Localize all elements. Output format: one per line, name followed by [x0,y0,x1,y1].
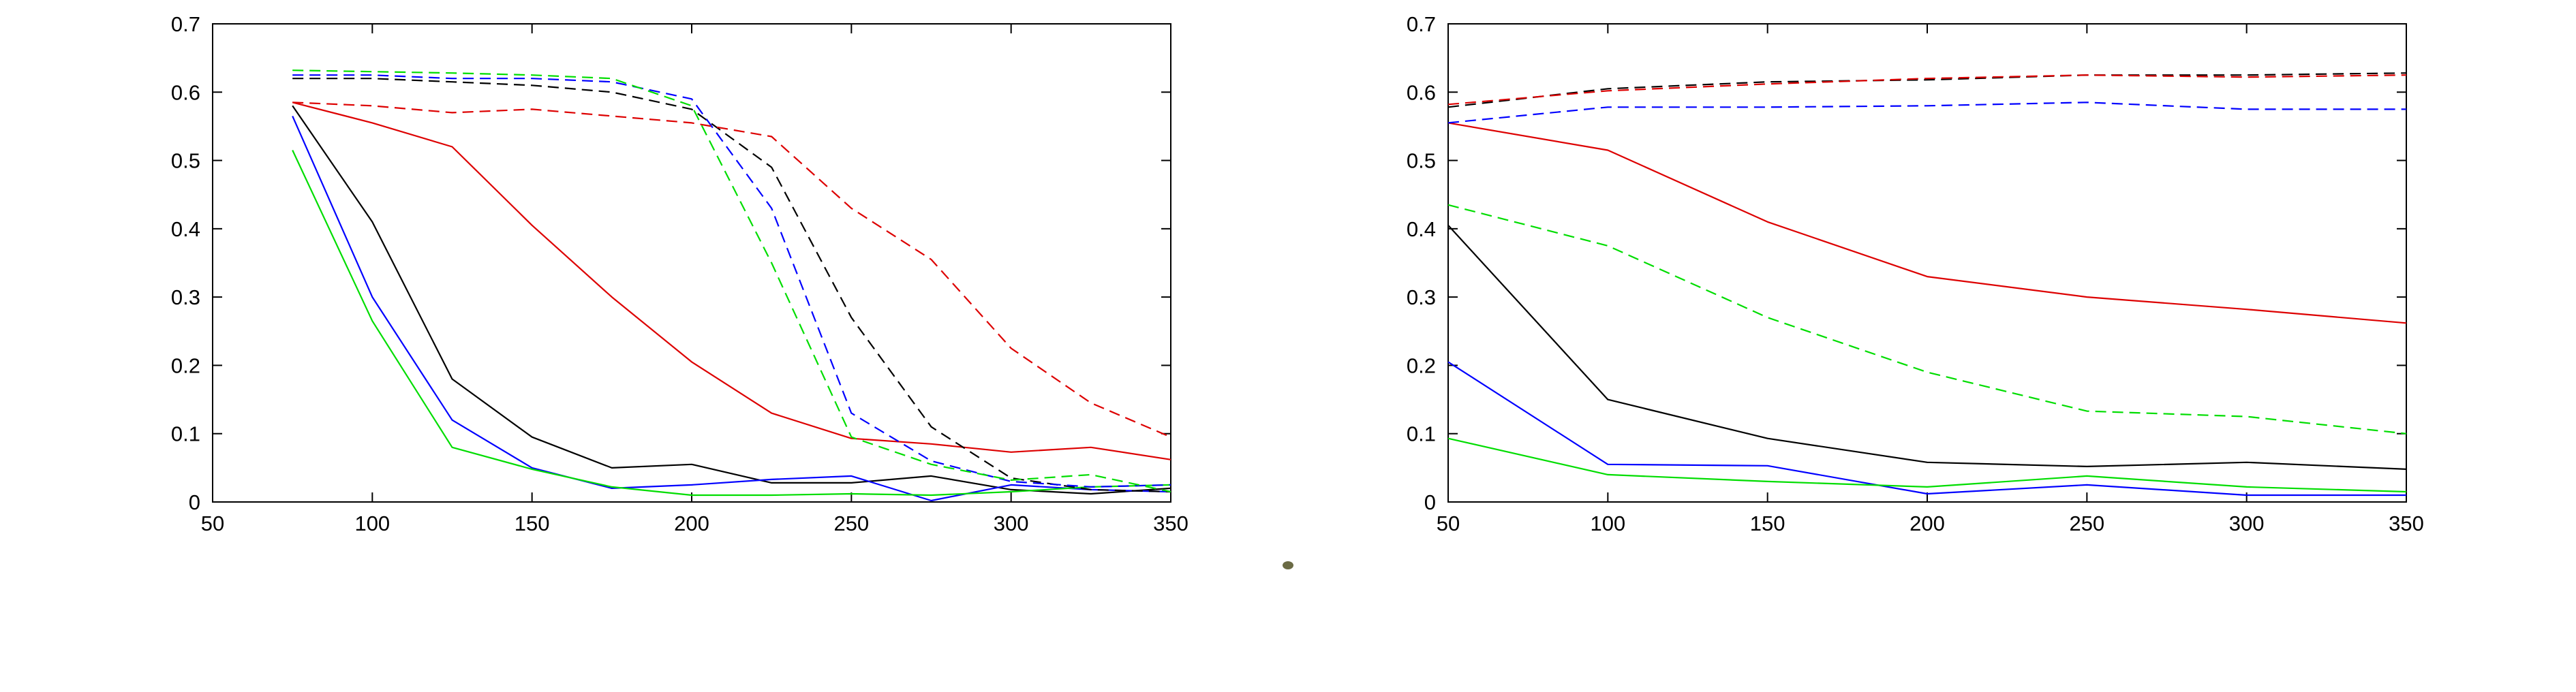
series-line-solid-2 [1447,437,2407,493]
x-tick-label: 50 [1437,512,1460,535]
y-tick-label: 0.5 [1407,149,1436,173]
series-line-dashed-4 [292,78,1171,493]
x-tick-label: 350 [1153,512,1189,535]
x-tick-label: 250 [833,512,869,535]
series-line-dashed-5 [1447,101,2406,124]
series-line-dashed-6 [292,69,1171,493]
y-tick-label: 0.4 [171,217,200,241]
stray-dot-marker [1283,561,1293,569]
series-line-dashed-7 [292,101,1171,438]
y-tick-label: 0.7 [171,12,200,36]
y-tick-label: 0.3 [1407,285,1436,309]
y-tick-label: 0 [1424,490,1436,514]
y-tick-label: 0.6 [171,80,200,104]
y-tick-label: 0 [189,490,200,514]
x-tick-label: 250 [2069,512,2104,535]
x-tick-label: 150 [515,512,550,535]
x-tick-label: 350 [2389,512,2424,535]
y-tick-label: 0.2 [171,353,200,377]
series-line-dashed-5 [292,74,1171,488]
left-plot: 50 100 150 200 250 300 350 0 0.1 0.2 0.3 0.4 0.5 0.6 0… [171,12,1189,535]
y-tick-label: 0.5 [171,149,200,173]
x-tick-label: 150 [1750,512,1785,535]
x-tick-label: 200 [674,512,709,535]
y-tick-label: 0.6 [1407,80,1436,104]
series-line-solid-0 [1447,225,2407,470]
y-tick-label: 0.2 [1407,353,1436,377]
y-tick-label: 0.4 [1407,217,1436,241]
series-line-dashed-4 [1447,72,2407,108]
right-plot: 50 100 150 200 250 300 350 0 0.1 0.2 0.3 0.4 0.5 0.6 0… [1407,12,2424,535]
y-tick-label: 0.1 [171,422,200,446]
x-tick-label: 300 [2229,512,2265,535]
y-tick-label: 0.3 [171,285,200,309]
x-tick-label: 100 [354,512,390,535]
x-tick-label: 50 [201,512,224,535]
series-line-solid-3 [1447,122,2407,324]
y-tick-label: 0.7 [1407,12,1436,36]
series-line-solid-1 [292,115,1171,502]
series-line-dashed-7 [1447,74,2407,106]
x-tick-label: 100 [1590,512,1625,535]
x-tick-label: 300 [994,512,1029,535]
series-line-solid-2 [292,150,1171,497]
series-line-solid-3 [292,101,1171,460]
y-tick-label: 0.1 [1407,422,1436,446]
x-tick-label: 200 [1910,512,1945,535]
series-line-solid-1 [1447,361,2406,497]
